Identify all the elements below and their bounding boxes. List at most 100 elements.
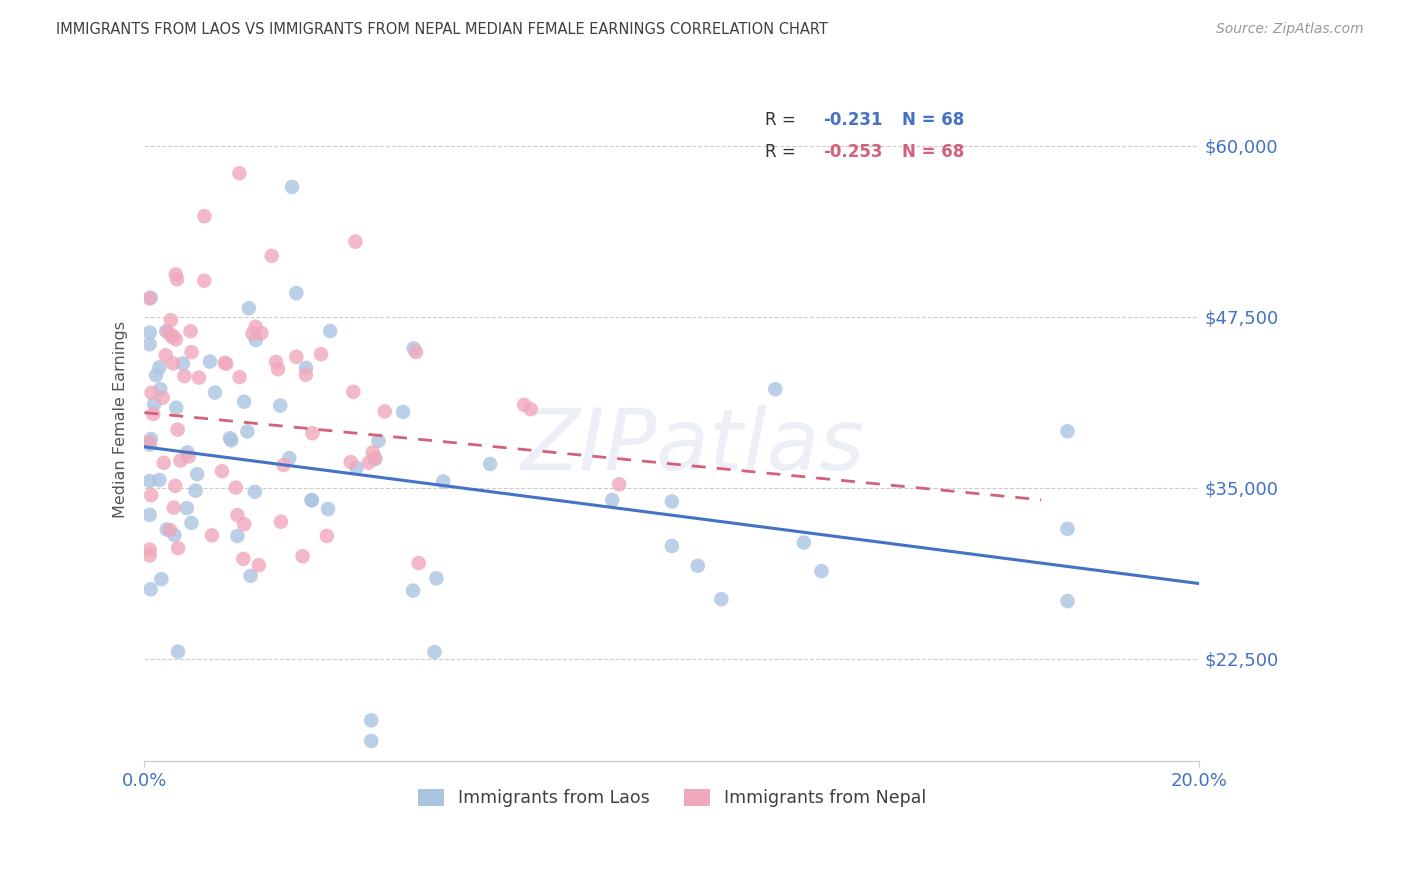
Point [264, 355, 287, 369]
Point [166, 423, 188, 437]
Point [165, 268, 187, 282]
Point [155, 348, 177, 362]
Point [139, 291, 162, 305]
Point [138, 437, 160, 451]
Point [139, 432, 162, 446]
Point [607, 477, 630, 491]
Point [214, 356, 236, 370]
Point [661, 494, 683, 508]
Point [150, 572, 173, 586]
Point [361, 445, 384, 459]
Point [402, 583, 425, 598]
Point [513, 398, 536, 412]
Point [225, 481, 247, 495]
Legend: Immigrants from Laos, Immigrants from Nepal: Immigrants from Laos, Immigrants from Ne… [411, 781, 934, 814]
Point [138, 292, 160, 306]
Point [245, 333, 267, 347]
Point [295, 368, 318, 382]
Point [215, 357, 238, 371]
Point [169, 453, 191, 467]
Point [710, 592, 733, 607]
Point [143, 397, 166, 411]
Point [269, 399, 291, 413]
Point [145, 368, 167, 383]
Point [301, 493, 323, 508]
Point [159, 523, 181, 537]
Point [686, 558, 709, 573]
Point [228, 370, 250, 384]
Point [519, 402, 541, 417]
Point [180, 324, 202, 338]
Point [172, 356, 194, 370]
Point [232, 552, 254, 566]
Point [301, 426, 323, 441]
Point [316, 529, 339, 543]
Point [319, 324, 342, 338]
Point [201, 528, 224, 542]
Point [149, 382, 172, 396]
Point [162, 356, 184, 370]
Point [211, 464, 233, 478]
Point [281, 180, 304, 194]
Point [270, 515, 292, 529]
Point [198, 354, 221, 368]
Point [166, 272, 188, 286]
Point [278, 451, 301, 466]
Point [155, 324, 177, 338]
Point [250, 326, 273, 341]
Point [165, 333, 187, 347]
Text: N = 68: N = 68 [901, 111, 965, 129]
Point [357, 456, 380, 470]
Text: IMMIGRANTS FROM LAOS VS IMMIGRANTS FROM NEPAL MEDIAN FEMALE EARNINGS CORRELATION: IMMIGRANTS FROM LAOS VS IMMIGRANTS FROM … [56, 22, 828, 37]
Point [309, 347, 332, 361]
Point [163, 528, 186, 542]
Point [139, 488, 162, 502]
Point [364, 451, 387, 466]
Point [165, 479, 187, 493]
Point [245, 319, 267, 334]
Point [344, 235, 367, 249]
Point [162, 328, 184, 343]
Point [228, 166, 250, 180]
Point [793, 535, 815, 549]
Point [138, 326, 160, 340]
Point [1056, 425, 1078, 439]
Point [176, 445, 198, 459]
Text: -0.253: -0.253 [823, 143, 882, 161]
Text: Source: ZipAtlas.com: Source: ZipAtlas.com [1216, 22, 1364, 37]
Point [367, 434, 389, 448]
Point [374, 404, 396, 418]
Point [346, 460, 368, 475]
Text: R =: R = [765, 143, 800, 161]
Point [152, 456, 174, 470]
Point [295, 360, 318, 375]
Point [218, 431, 240, 445]
Point [342, 384, 364, 399]
Point [142, 407, 165, 421]
Point [267, 362, 290, 376]
Point [285, 350, 308, 364]
Point [180, 345, 202, 359]
Point [360, 714, 382, 728]
Point [138, 542, 160, 557]
Point [316, 502, 339, 516]
Text: R =: R = [765, 111, 800, 129]
Point [160, 329, 183, 343]
Point [301, 493, 323, 508]
Point [392, 405, 415, 419]
Point [340, 455, 363, 469]
Point [425, 571, 447, 585]
Point [285, 286, 308, 301]
Point [163, 500, 186, 515]
Point [405, 345, 427, 359]
Point [291, 549, 314, 564]
Point [180, 516, 202, 530]
Point [243, 484, 266, 499]
Point [260, 249, 283, 263]
Point [148, 473, 170, 487]
Text: N = 68: N = 68 [901, 143, 965, 161]
Point [152, 391, 174, 405]
Point [600, 493, 623, 508]
Point [810, 564, 832, 578]
Point [184, 483, 207, 498]
